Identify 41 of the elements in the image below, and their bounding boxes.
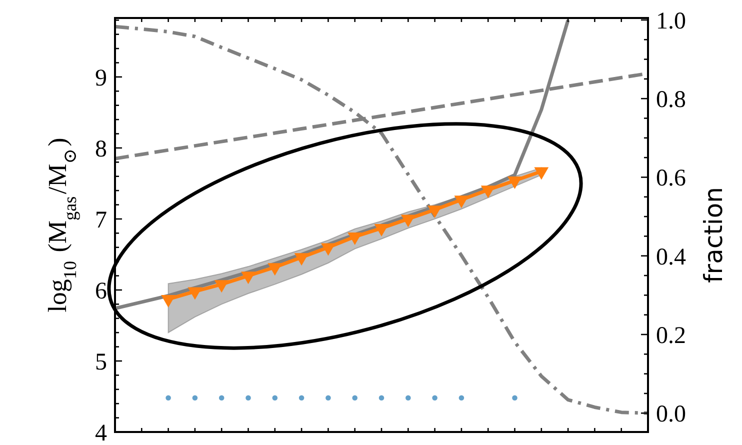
point <box>161 295 176 308</box>
point <box>246 395 251 401</box>
point <box>406 395 411 401</box>
y-tick-label: 9 <box>95 65 107 92</box>
y-tick-label: 5 <box>95 349 107 376</box>
point <box>294 253 309 266</box>
point <box>534 167 549 180</box>
point <box>458 395 464 401</box>
y2-tick-label: 0.8 <box>656 87 686 113</box>
point <box>166 395 171 401</box>
point <box>320 243 336 256</box>
point <box>512 395 518 401</box>
point <box>192 395 198 401</box>
point <box>326 395 331 401</box>
point <box>454 196 469 208</box>
y2-tick-label: 0.2 <box>656 322 686 349</box>
point <box>432 395 438 401</box>
point <box>188 287 202 300</box>
y-tick-label: 7 <box>95 207 107 234</box>
point <box>272 395 278 401</box>
point <box>378 395 384 401</box>
point <box>352 395 358 401</box>
y2-axis-title: fraction <box>699 186 728 284</box>
point <box>268 263 282 276</box>
point <box>218 395 224 401</box>
y-tick-label: 6 <box>95 278 107 304</box>
y2-tick-label: 0.4 <box>656 244 686 270</box>
y-tick-label: 4 <box>95 420 107 445</box>
y2-tick-label: 1.0 <box>656 8 686 34</box>
point <box>508 176 522 189</box>
y2-tick-label: 0.6 <box>656 166 686 192</box>
point <box>480 186 496 198</box>
point <box>214 280 229 293</box>
point <box>298 395 304 401</box>
point <box>374 224 389 237</box>
point <box>348 232 362 246</box>
point <box>241 272 256 284</box>
point <box>428 206 442 218</box>
y2-tick-label: 0.0 <box>656 402 686 428</box>
y-tick-label: 8 <box>95 136 107 162</box>
point <box>400 214 416 228</box>
